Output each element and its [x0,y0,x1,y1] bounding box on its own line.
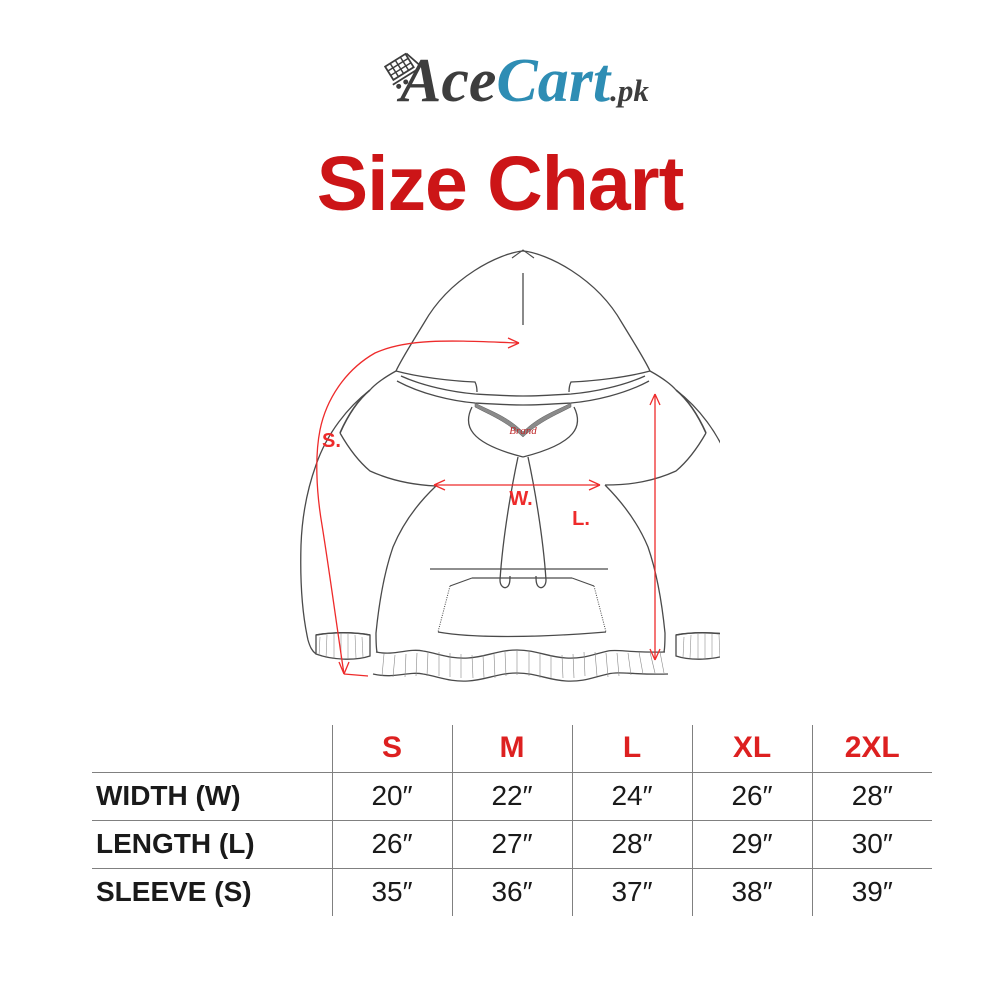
svg-text:L.: L. [572,508,590,530]
svg-text:S.: S. [322,430,341,452]
svg-text:W.: W. [509,488,532,510]
